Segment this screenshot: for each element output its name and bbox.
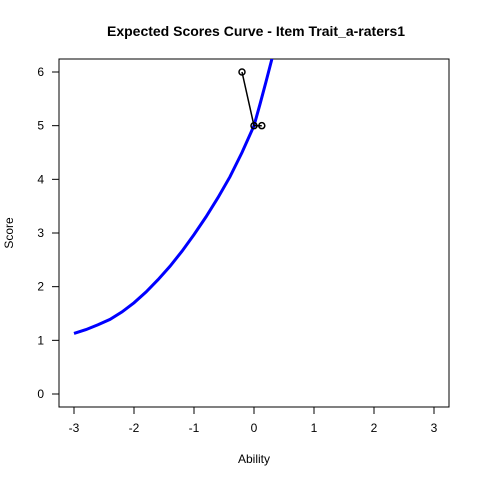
plot-frame	[58, 58, 450, 408]
x-tick-label: -3	[69, 421, 80, 435]
x-tick-label: -2	[129, 421, 140, 435]
y-tick-label: 2	[37, 280, 44, 294]
y-tick-label: 3	[37, 226, 44, 240]
y-axis: 0 1 2 3 4 5 6	[37, 65, 60, 401]
y-tick-label: 4	[37, 172, 44, 186]
x-tick-label: 2	[371, 421, 378, 435]
y-tick-label: 0	[37, 387, 44, 401]
observed-scores	[238, 68, 266, 130]
observed-point	[258, 121, 266, 130]
expected-score-curve	[73, 59, 274, 335]
x-axis-label: Ability	[238, 452, 270, 466]
y-tick-label: 1	[37, 333, 44, 347]
x-tick-label: 1	[311, 421, 318, 435]
y-tick-label: 6	[37, 65, 44, 79]
x-tick-label: 0	[251, 421, 258, 435]
observed-point	[238, 68, 246, 76]
observed-point	[250, 121, 258, 130]
observed-line	[241, 71, 262, 127]
x-tick-label: 3	[431, 421, 438, 435]
x-tick-label: -1	[189, 421, 200, 435]
y-tick-label: 5	[37, 119, 44, 133]
chart-title: Expected Scores Curve - Item Trait_a-rat…	[107, 23, 405, 39]
x-axis: -3 -2 -1 0 1 2 3	[69, 406, 438, 435]
y-axis-label: Score	[2, 217, 16, 249]
